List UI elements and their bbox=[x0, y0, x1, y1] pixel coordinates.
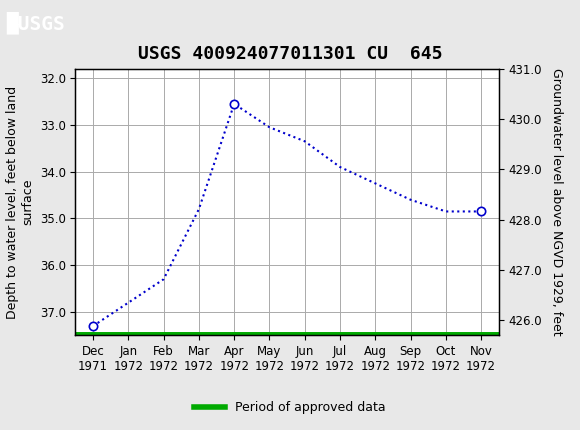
Text: USGS 400924077011301 CU  645: USGS 400924077011301 CU 645 bbox=[138, 45, 442, 63]
Y-axis label: Depth to water level, feet below land
surface: Depth to water level, feet below land su… bbox=[6, 86, 34, 319]
Legend: Period of approved data: Period of approved data bbox=[189, 396, 391, 419]
Y-axis label: Groundwater level above NGVD 1929, feet: Groundwater level above NGVD 1929, feet bbox=[550, 68, 564, 336]
Text: █USGS: █USGS bbox=[6, 11, 64, 34]
